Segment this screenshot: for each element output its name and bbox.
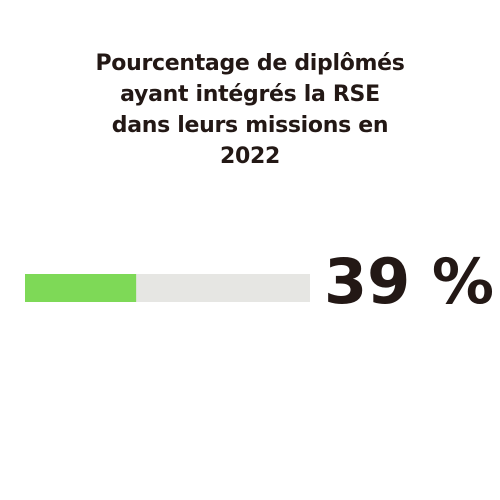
value-label: 39 % xyxy=(324,245,494,318)
chart-title: Pourcentage de diplômés ayant intégrés l… xyxy=(95,51,405,169)
progress-fill xyxy=(25,274,137,302)
